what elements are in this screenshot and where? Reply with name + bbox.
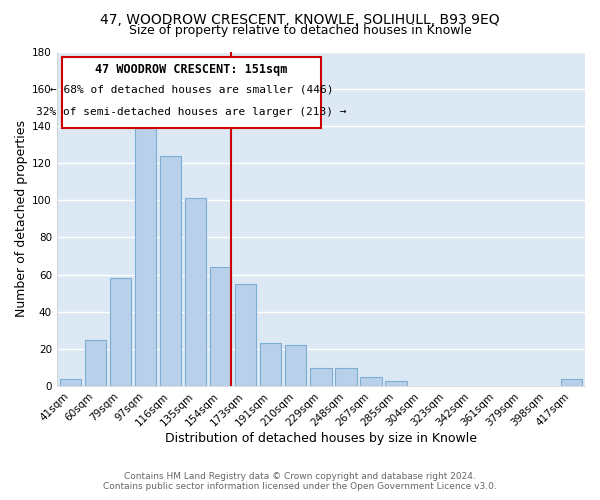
Bar: [110, 278, 131, 386]
FancyBboxPatch shape: [62, 56, 321, 128]
Bar: [285, 345, 307, 386]
Bar: [361, 377, 382, 386]
Bar: [310, 368, 332, 386]
Bar: [560, 378, 582, 386]
Text: 32% of semi-detached houses are larger (213) →: 32% of semi-detached houses are larger (…: [36, 106, 347, 117]
Bar: [160, 156, 181, 386]
Text: ← 68% of detached houses are smaller (446): ← 68% of detached houses are smaller (44…: [50, 85, 333, 95]
Bar: [385, 380, 407, 386]
Y-axis label: Number of detached properties: Number of detached properties: [15, 120, 28, 318]
Bar: [60, 378, 81, 386]
Text: 47, WOODROW CRESCENT, KNOWLE, SOLIHULL, B93 9EQ: 47, WOODROW CRESCENT, KNOWLE, SOLIHULL, …: [100, 12, 500, 26]
Text: Contains public sector information licensed under the Open Government Licence v3: Contains public sector information licen…: [103, 482, 497, 491]
Text: Size of property relative to detached houses in Knowle: Size of property relative to detached ho…: [128, 24, 472, 37]
Bar: [85, 340, 106, 386]
Bar: [260, 344, 281, 386]
X-axis label: Distribution of detached houses by size in Knowle: Distribution of detached houses by size …: [165, 432, 477, 445]
Bar: [335, 368, 356, 386]
Bar: [235, 284, 256, 386]
Text: Contains HM Land Registry data © Crown copyright and database right 2024.: Contains HM Land Registry data © Crown c…: [124, 472, 476, 481]
Bar: [135, 111, 156, 386]
Bar: [185, 198, 206, 386]
Text: 47 WOODROW CRESCENT: 151sqm: 47 WOODROW CRESCENT: 151sqm: [95, 63, 287, 76]
Bar: [210, 267, 232, 386]
